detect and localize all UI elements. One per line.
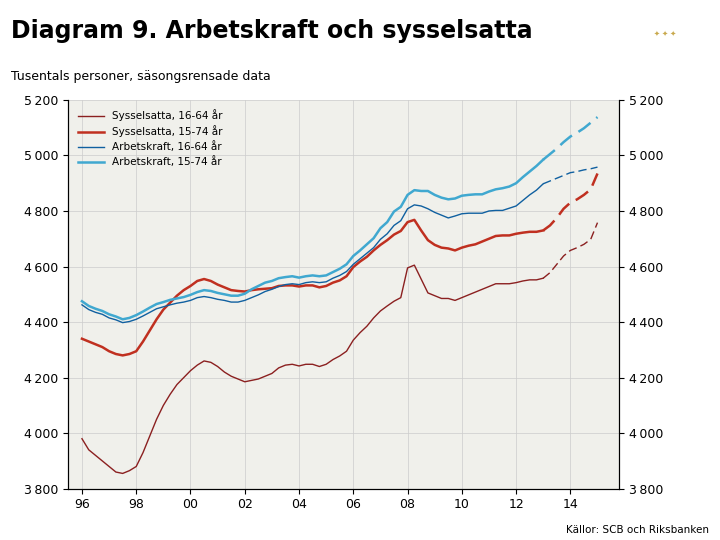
Text: Källor: SCB och Riksbanken: Källor: SCB och Riksbanken (566, 525, 709, 535)
Text: Diagram 9. Arbetskraft och sysselsatta: Diagram 9. Arbetskraft och sysselsatta (11, 19, 532, 43)
Text: SVERIGES: SVERIGES (648, 53, 683, 58)
Legend: Sysselsatta, 16-64 år, Sysselsatta, 15-74 år, Arbetskraft, 16-64 år, Arbetskraft: Sysselsatta, 16-64 år, Sysselsatta, 15-7… (73, 105, 227, 172)
Text: ✦ ✦ ✦: ✦ ✦ ✦ (654, 31, 676, 37)
Text: Tusentals personer, säsongsrensade data: Tusentals personer, säsongsrensade data (11, 70, 271, 83)
Text: RIKSBANK: RIKSBANK (647, 67, 684, 72)
